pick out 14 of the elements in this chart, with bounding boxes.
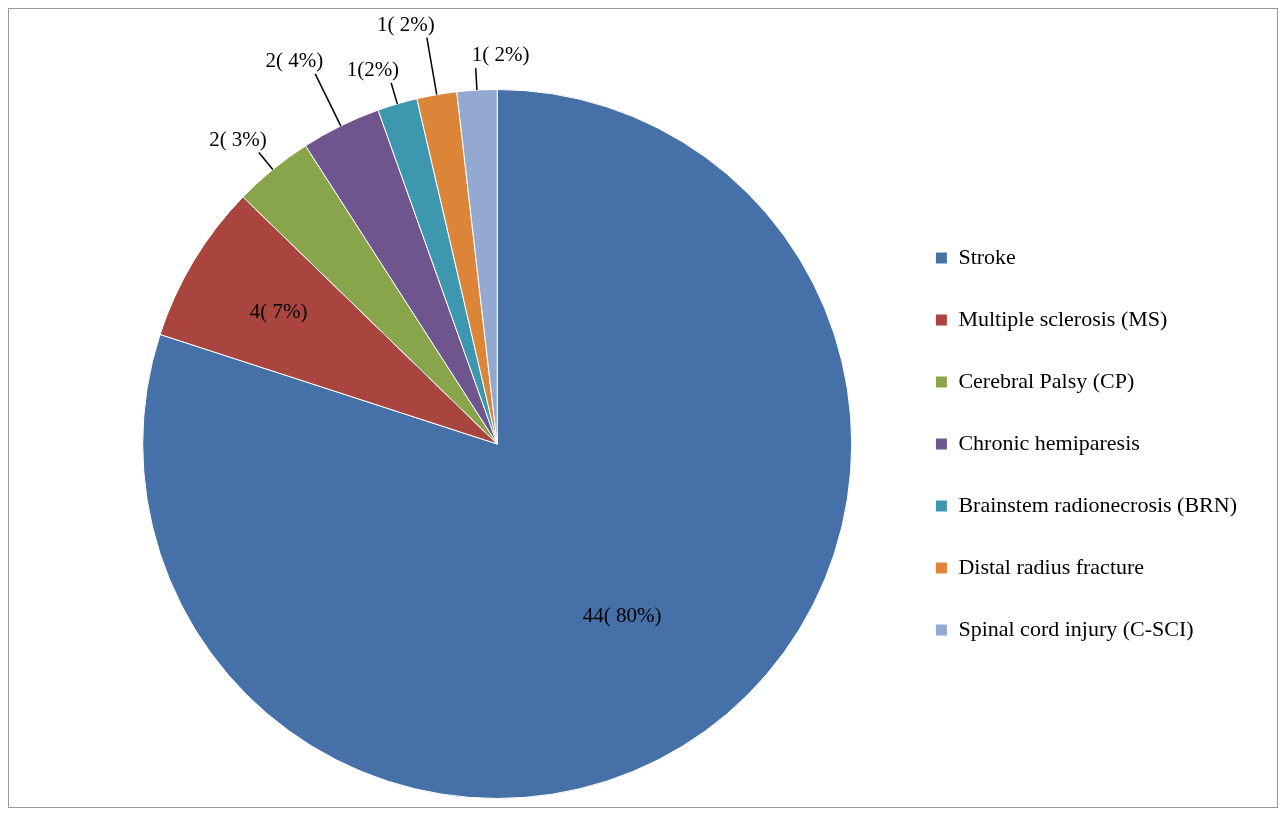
data-label: 4( 7%) [249,298,308,323]
legend-label: Brainstem radionecrosis (BRN) [958,491,1237,517]
legend-label: Stroke [958,243,1016,269]
data-label: 1( 2%) [377,11,435,36]
data-label: 2( 3%) [209,126,267,151]
legend-label: Cerebral Palsy (CP) [958,367,1135,393]
legend-label: Spinal cord injury (C-SCI) [958,615,1194,641]
data-label: 44( 80%) [582,602,662,627]
data-label: 1( 2%) [471,42,530,67]
data-label: 2( 4%) [265,47,324,72]
legend-label: Multiple sclerosis (MS) [958,305,1168,331]
legend-label: Distal radius fracture [958,553,1145,579]
legend-label: Chronic hemiparesis [958,429,1140,455]
data-label: 1(2%) [346,56,400,81]
